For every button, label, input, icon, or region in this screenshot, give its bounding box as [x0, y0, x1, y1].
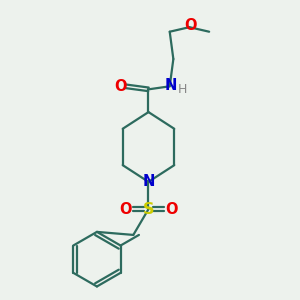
Text: N: N	[165, 78, 177, 93]
Text: N: N	[142, 174, 155, 189]
Text: S: S	[143, 202, 154, 217]
Text: O: O	[184, 18, 196, 33]
Text: O: O	[166, 202, 178, 217]
Text: O: O	[114, 79, 127, 94]
Text: H: H	[178, 83, 187, 96]
Text: O: O	[119, 202, 131, 217]
